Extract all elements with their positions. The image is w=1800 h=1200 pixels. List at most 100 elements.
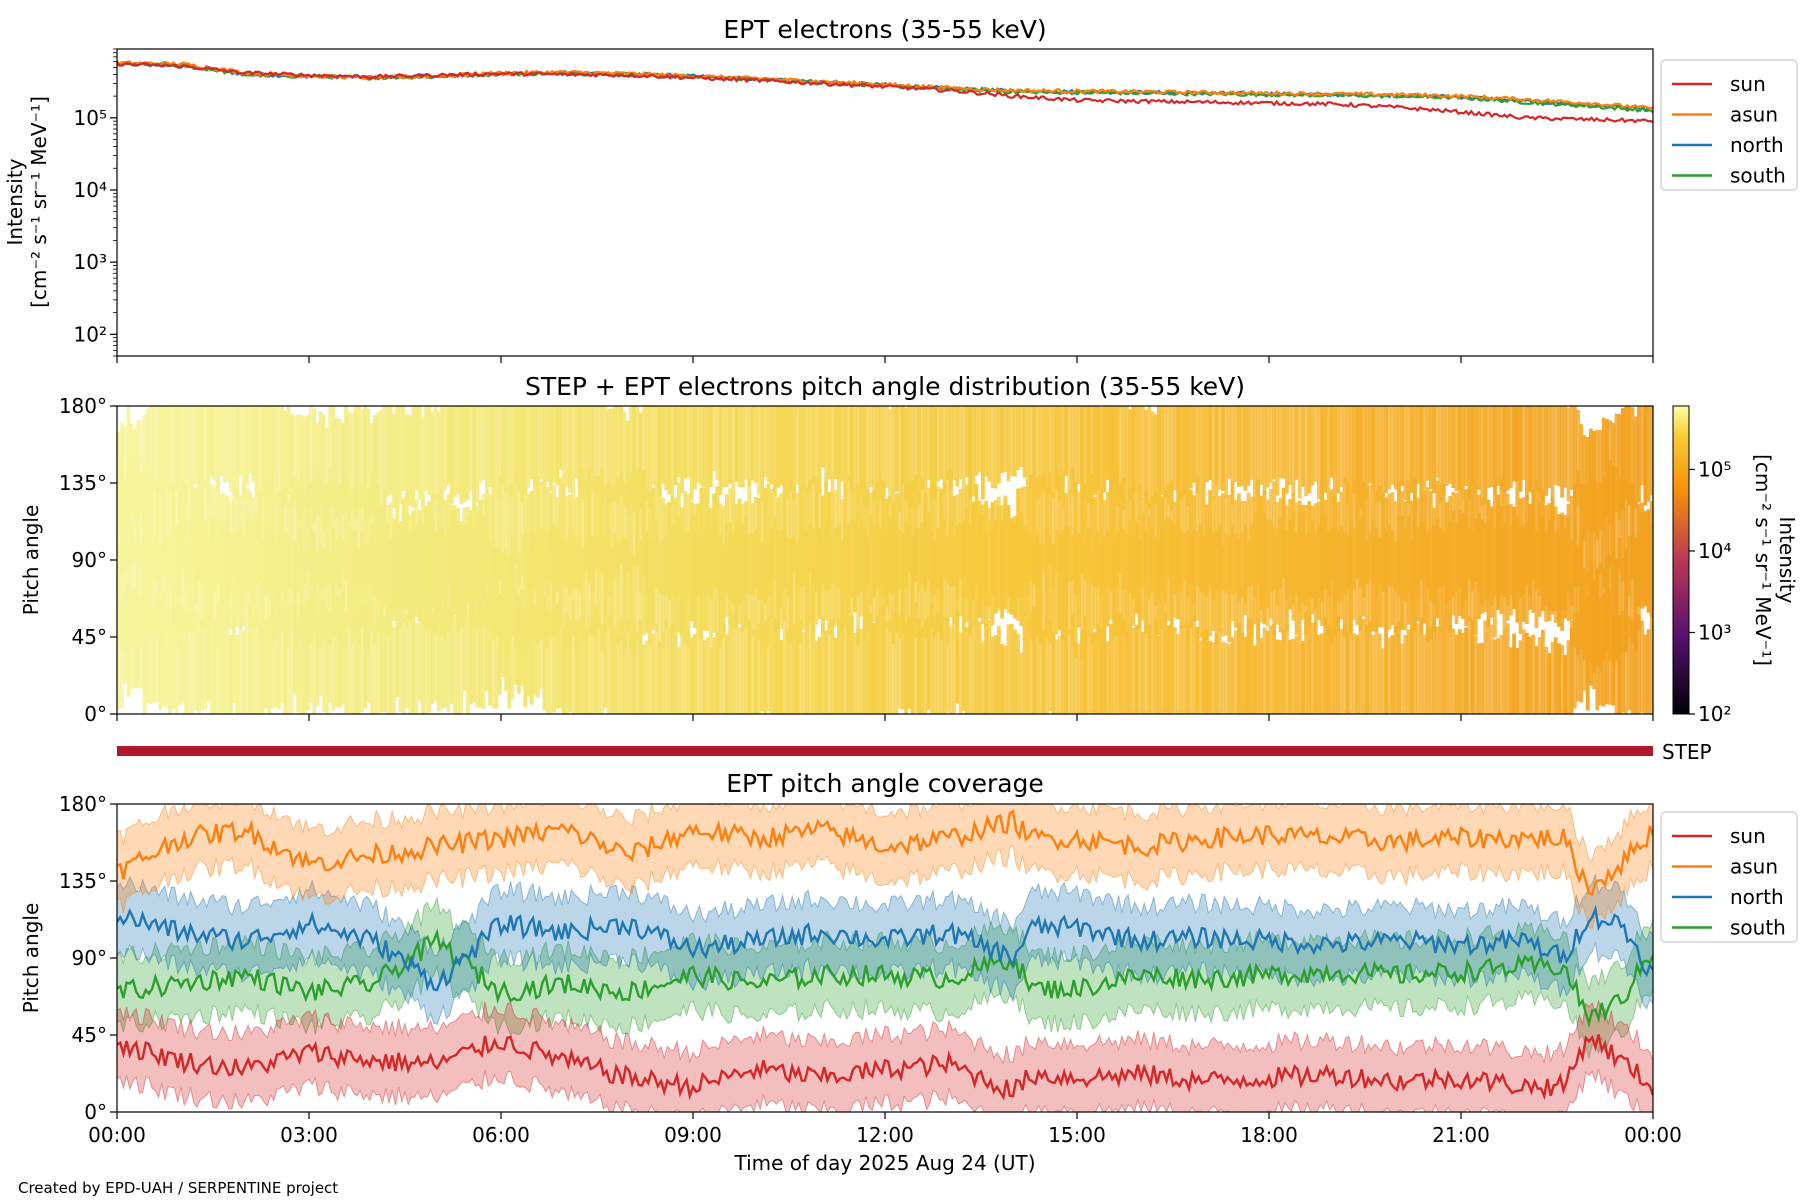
heatmap-cell [1189, 406, 1193, 489]
heatmap-cell [424, 406, 428, 491]
heatmap-cell [1137, 539, 1142, 630]
heatmap-cell [1118, 526, 1123, 628]
heatmap-cell [1400, 643, 1404, 714]
heatmap-cell [920, 406, 924, 491]
heatmap-cell [187, 613, 192, 714]
heatmap-cell [1169, 406, 1174, 511]
heatmap-cell [1339, 525, 1344, 620]
heatmap-cell [593, 406, 598, 493]
heatmap-cell [1569, 540, 1574, 646]
heatmap-cell [1413, 623, 1417, 714]
heatmap-cell [126, 546, 131, 649]
heatmap-cell [939, 541, 944, 640]
heatmap-cell [504, 550, 508, 656]
heatmap-cell [357, 622, 361, 714]
heatmap-cell [1195, 406, 1200, 495]
heatmap-cell [395, 515, 400, 625]
heatmap-cell [1547, 653, 1552, 714]
heatmap-cell [558, 603, 563, 709]
heatmap-cell [865, 406, 870, 506]
heatmap-cell [1553, 637, 1558, 714]
heatmap-cell [1416, 526, 1420, 622]
heatmap-cell [641, 406, 646, 497]
heatmap-cell [417, 609, 422, 702]
heatmap-cell [571, 600, 576, 714]
heatmap-cell [1073, 406, 1078, 496]
heatmap-cell [849, 523, 854, 634]
heatmap-cell [1246, 406, 1251, 486]
heatmap-cell [200, 406, 204, 497]
heatmap-cell [929, 530, 934, 629]
heatmap-cell [613, 406, 617, 502]
heatmap-cell [312, 533, 316, 633]
colorbar-label-line1: Intensity [1775, 516, 1799, 603]
heatmap-cell [1265, 406, 1270, 488]
heatmap-cell [955, 406, 960, 487]
heatmap-cell [536, 528, 540, 643]
heatmap-cell [440, 490, 444, 599]
heatmap-cell [587, 522, 592, 634]
heatmap-cell [200, 519, 204, 627]
heatmap-cell [401, 406, 406, 491]
heatmap-cell [600, 624, 604, 714]
heatmap-cell [990, 636, 995, 714]
heatmap-cell [622, 537, 627, 650]
heatmap-cell [321, 490, 326, 588]
heatmap-cell [1473, 406, 1478, 490]
heatmap-cell [907, 526, 912, 623]
panel2-x-ticks [116, 714, 1654, 721]
heatmap-cell [1025, 406, 1030, 488]
heatmap-cell [1377, 406, 1382, 502]
heatmap-cell [760, 406, 764, 502]
heatmap-cell [1563, 527, 1568, 619]
heatmap-cell [1425, 628, 1430, 714]
heatmap-cell [1441, 406, 1446, 496]
heatmap-cell [1096, 531, 1100, 641]
heatmap-cell [923, 522, 928, 638]
heatmap-cell [885, 406, 889, 488]
heatmap-cell [270, 533, 275, 643]
colorbar-tick-label: 10⁵ [1698, 457, 1731, 481]
heatmap-cell [789, 479, 793, 585]
heatmap-cell [283, 612, 288, 714]
heatmap-cell [1637, 406, 1641, 503]
heatmap-cell [901, 613, 905, 710]
heatmap-cell [961, 406, 966, 487]
heatmap-cell [715, 535, 720, 646]
heatmap-cell [465, 516, 470, 607]
heatmap-cell [305, 462, 310, 572]
heatmap-cell [1150, 525, 1155, 637]
heatmap-cell [1512, 506, 1516, 610]
heatmap-cell [680, 628, 684, 714]
heatmap-cell [1470, 531, 1475, 622]
heatmap-cell [440, 406, 444, 499]
heatmap-cell [1064, 631, 1068, 714]
heatmap-cell [677, 517, 681, 633]
heatmap-cell [1323, 406, 1328, 493]
coverage-line-south [117, 928, 1653, 1029]
heatmap-cell [395, 406, 400, 509]
heatmap-cell [542, 406, 547, 492]
heatmap-cell [366, 612, 371, 703]
heatmap-cell [1214, 406, 1219, 485]
heatmap-cell [1329, 406, 1334, 478]
heatmap-cell [712, 637, 716, 714]
heatmap-cell [504, 488, 508, 584]
heatmap-cell [1285, 529, 1289, 632]
heatmap-cell [120, 535, 124, 652]
x-tick-label: 00:00 [88, 1123, 146, 1147]
y-tick-label: 10⁵ [74, 106, 107, 130]
heatmap-cell [526, 493, 531, 587]
heatmap-cell [203, 520, 208, 628]
heatmap-cell [1182, 481, 1187, 582]
heatmap-cell [1157, 635, 1161, 714]
heatmap-cell [485, 406, 489, 494]
heatmap-cell [155, 540, 160, 637]
heatmap-cell [437, 411, 441, 509]
heatmap-cell [1195, 531, 1200, 621]
heatmap-cell [721, 406, 726, 488]
heatmap-cell [1109, 526, 1113, 620]
heatmap-cell [1489, 624, 1494, 714]
heatmap-cell [197, 617, 201, 714]
